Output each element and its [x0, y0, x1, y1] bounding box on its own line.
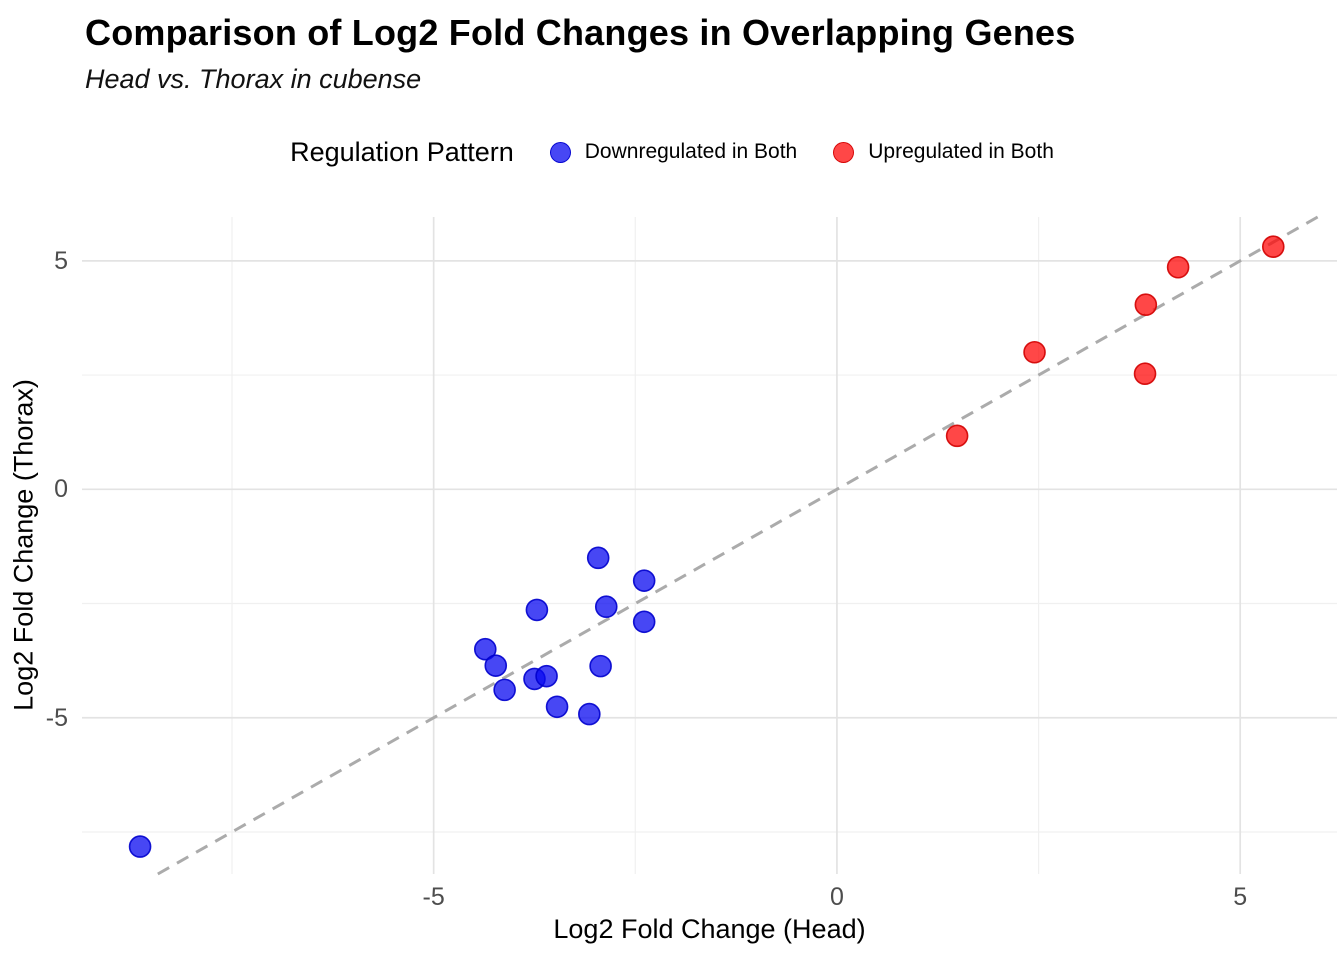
identity-dashed-line — [157, 215, 1319, 876]
chart-subtitle: Head vs. Thorax in cubense — [85, 64, 422, 94]
upregulated-point — [1134, 293, 1158, 317]
x-tick-label: 5 — [1233, 883, 1248, 911]
upregulated-point — [945, 424, 969, 448]
upregulated-point — [1023, 340, 1046, 364]
downregulated-point — [545, 695, 569, 719]
legend-label-upregulated: Upregulated in Both — [868, 140, 1054, 163]
downregulated-point — [586, 546, 610, 570]
chart-title: Comparison of Log2 Fold Changes in Overl… — [85, 12, 1076, 53]
y-tick-label: 5 — [54, 246, 68, 275]
downregulated-point — [632, 569, 656, 592]
downregulated-point — [589, 654, 612, 678]
x-axis-title: Log2 Fold Change (Head) — [553, 914, 866, 944]
legend-title: Regulation Pattern — [290, 136, 514, 167]
downregulated-point — [632, 610, 656, 634]
legend-item-downregulated: Downregulated in Both — [549, 140, 798, 164]
legend: Regulation Pattern Downregulated in Both… — [0, 130, 1344, 174]
downregulated-point — [535, 664, 558, 688]
downregulated-point — [578, 702, 601, 726]
downregulated-point — [128, 835, 152, 858]
downregulated-point — [473, 637, 497, 661]
downregulated-point — [484, 654, 508, 677]
y-tick-label: 0 — [54, 475, 68, 504]
blue-dot-icon — [549, 141, 571, 163]
downregulated-point — [525, 598, 549, 622]
downregulated-point — [594, 595, 618, 619]
x-tick-label: -5 — [422, 883, 445, 911]
downregulated-point — [493, 678, 516, 702]
upregulated-point — [1261, 235, 1285, 258]
y-tick-label: -5 — [45, 703, 68, 732]
legend-item-upregulated: Upregulated in Both — [833, 140, 1054, 164]
upregulated-point — [1133, 362, 1157, 386]
upregulated-point — [1166, 255, 1190, 279]
x-tick-label: 0 — [829, 883, 844, 911]
red-dot-icon — [833, 141, 855, 163]
legend-label-downregulated: Downregulated in Both — [584, 140, 798, 163]
